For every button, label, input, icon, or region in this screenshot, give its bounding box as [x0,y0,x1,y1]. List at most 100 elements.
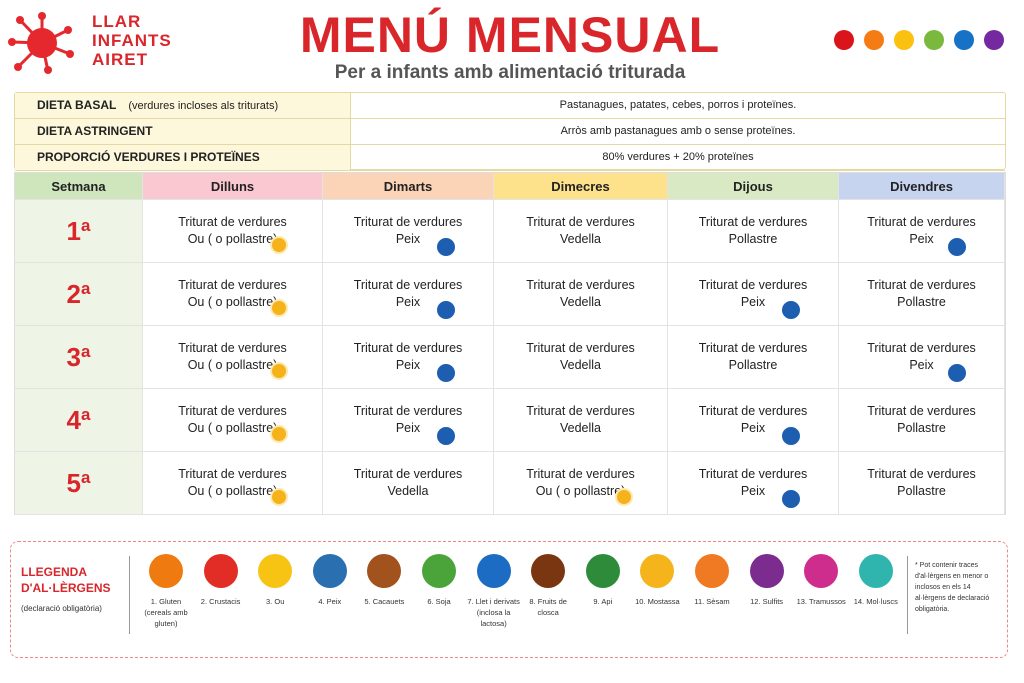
allergen-icon [476,554,511,588]
week-label: 2ª [15,263,143,326]
menu-cell: Triturat de verdures Peix [668,389,839,452]
allergen-icon [858,554,893,588]
column-header: Divendres [839,173,1005,200]
legend-footnote: * Pot contenir traces d'al·lèrgens en me… [915,562,990,613]
menu-cell: Triturat de verdures Ou ( o pollastre) [143,452,323,515]
allergen-label: 8. Fruits de closca [529,597,567,617]
allergen-label: 3. Ou [266,597,285,606]
allergen-icon [804,554,839,588]
egg-icon [270,425,288,443]
dish: Triturat de verdures Ou ( o pollastre) [178,215,287,246]
menu-cell: Triturat de verdures Pollastre [839,452,1005,515]
logo-line: LLAR [92,12,142,31]
column-header: Dimarts [323,173,494,200]
dish: Triturat de verdures Ou ( o pollastre) [526,467,635,498]
menu-cell: Triturat de verdures Peix [323,326,494,389]
menu-cell: Triturat de verdures Vedella [494,389,668,452]
column-header: Setmana [15,173,143,200]
logo-text: LLAR INFANTS AIRET [92,12,172,69]
fish-icon [437,364,455,382]
allergen-label: 9. Api [593,597,613,606]
dish: Triturat de verdures Peix [353,215,463,246]
menu-cell: Triturat de verdures Peix [323,263,494,326]
logo-splash [8,12,74,74]
allergen-label: 2. Crustacis [200,597,241,606]
egg-icon [270,362,288,380]
menu-cell: Triturat de verdures Ou ( o pollastre) [494,452,668,515]
allergen-icon [367,554,402,588]
menu-cell: Triturat de verdures Peix [668,263,839,326]
fish-icon [437,427,455,445]
subtitle: Per a infants amb alimentació triturada [334,62,686,83]
dish: Triturat de verdures Peix [698,278,808,309]
fish-icon [437,301,455,319]
allergen-icon [640,554,675,588]
dish: Triturat de verdures Vedella [526,341,635,372]
diet-note: (verdures incloses als triturats) [128,100,279,112]
dish: Triturat de verdures Peix [698,404,808,435]
fish-icon [782,490,800,508]
allergen-icon [531,554,566,588]
allergen-label: 6. Soja [427,597,451,606]
dish: Triturat de verdures Peix [353,404,463,435]
egg-icon [270,488,288,506]
allergen-icon [585,554,620,588]
menu-cell: Triturat de verdures Ou ( o pollastre) [143,200,323,263]
allergen-icon [422,554,456,588]
dish: Triturat de verdures Ou ( o pollastre) [178,341,287,372]
allergen-legend: LLEGENDA D'AL·LÈRGENS (declaració obligat… [10,541,1008,658]
column-header: Dijous [668,173,839,200]
allergen-label: 5. Cacauets [364,597,405,606]
dish: Triturat de verdures Vedella [526,278,635,309]
dish: Triturat de verdures Peix [353,278,463,309]
diet-table: DIETA BASAL (verdures incloses als tritur… [14,92,1006,171]
legend-title: LLEGENDA D'AL·LÈRGENS [21,565,111,595]
dish: Triturat de verdures Pollastre [867,404,976,435]
allergen-icon [149,554,183,588]
dish: Triturat de verdures Ou ( o pollastre) [178,467,287,498]
fish-icon [437,238,455,256]
menu-table: Setmana Dilluns Dimarts Dimecres Dijous Diven… [14,172,1006,515]
logo-line: INFANTS [92,31,172,50]
egg-icon [615,488,633,506]
diet-label: PROPORCIÓ VERDURES I PROTEÏNES [37,150,260,164]
menu-cell: Triturat de verdures Peix [668,452,839,515]
menu-cell: Triturat de verdures Vedella [494,263,668,326]
menu-cell: Triturat de verdures Peix [839,326,1005,389]
column-header: Dimecres [494,173,668,200]
fish-icon [782,301,800,319]
fish-icon [782,427,800,445]
dish: Triturat de verdures Ou ( o pollastre) [178,404,287,435]
dish: Triturat de verdures Peix [867,341,976,372]
menu-cell: Triturat de verdures Vedella [494,326,668,389]
allergen-label: 7. Llet i derivats (inclosa la lactosa) [467,597,520,628]
menu-cell: Triturat de verdures Vedella [323,452,494,515]
diet-label: DIETA BASAL [37,98,117,112]
allergen-label: 1. Gluten (cereals amb gluten) [144,597,188,628]
egg-icon [270,236,288,254]
menu-cell: Triturat de verdures Peix [323,389,494,452]
allergen-label: 10. Mostassa [635,597,680,606]
allergen-icon [695,554,729,588]
menu-cell: Triturat de verdures Pollastre [839,263,1005,326]
diet-row-label: PROPORCIÓ VERDURES I PROTEÏNES [15,145,351,171]
allergen-icon [312,554,347,588]
menu-cell: Triturat de verdures Vedella [494,200,668,263]
dish: Triturat de verdures Vedella [526,404,635,435]
week-label: 3ª [15,326,143,389]
diet-text: Arròs amb pastanagues amb o sense proteï… [351,119,1005,145]
dish: Triturat de verdures Peix [698,467,808,498]
allergen-label: 4. Peix [318,597,342,606]
allergen-icon [258,554,293,588]
diet-row-label: DIETA ASTRINGENT [15,119,351,145]
dish: Triturat de verdures Peix [353,341,463,372]
title: MENÚ MENSUAL [299,7,721,63]
menu-cell: Triturat de verdures Peix [839,200,1005,263]
dish: Triturat de verdures Pollastre [698,341,808,372]
dish: Triturat de verdures Peix [867,215,976,246]
dish: Triturat de verdures Pollastre [867,278,976,309]
allergen-label: 13. Tramussos [796,597,846,606]
allergen-label: 11. Sèsam [694,597,730,606]
menu-cell: Triturat de verdures Pollastre [668,326,839,389]
